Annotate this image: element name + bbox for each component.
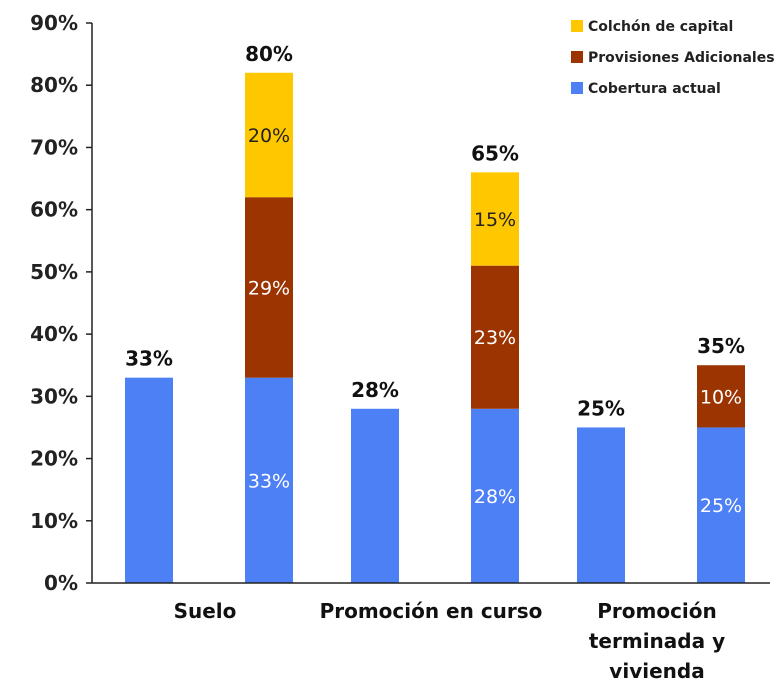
bar-total-label: 33% xyxy=(125,347,173,371)
legend-swatch xyxy=(571,20,583,32)
legend-item-provisiones: Provisiones Adicionales xyxy=(571,50,775,66)
bar-segment-colchon xyxy=(245,72,293,198)
bar-group xyxy=(125,72,745,583)
bar-segment-colchon xyxy=(471,172,519,266)
x-category-label: terminada y xyxy=(589,629,725,653)
segment-value-label: 29% xyxy=(248,277,290,299)
legend-swatch xyxy=(571,82,583,94)
data-label-group: 33% 33% 29% 20% 80% 28% 28% 23% 15% 65% 25% 25% 10% 3… xyxy=(125,42,745,517)
legend-item-cobertura: Cobertura actual xyxy=(571,81,721,97)
legend-label: Provisiones Adicionales xyxy=(588,50,775,66)
segment-value-label: 15% xyxy=(474,209,516,231)
y-tick-label: 30% xyxy=(30,384,78,408)
bar-total-label: 65% xyxy=(471,141,519,165)
y-tick-label: 20% xyxy=(30,447,78,471)
bar-segment-cobertura xyxy=(351,408,399,583)
segment-value-label: 23% xyxy=(474,327,516,349)
x-axis: Suelo Promoción en curso Promoción terminad… xyxy=(92,582,770,682)
segment-value-label: 10% xyxy=(700,386,742,408)
bar-total-label: 28% xyxy=(351,378,399,402)
segment-value-label: 20% xyxy=(248,125,290,147)
y-tick-label: 0% xyxy=(44,571,78,595)
segment-value-label: 25% xyxy=(700,495,742,517)
bar-segment-cobertura xyxy=(125,377,173,583)
segment-value-label: 28% xyxy=(474,486,516,508)
y-tick-label: 90% xyxy=(30,11,78,35)
x-category-label: vivienda xyxy=(609,659,704,682)
bar-segment-cobertura xyxy=(697,427,745,583)
y-axis: 0% 10% 20% 30% 40% 50% 60% 70% 80% 90% xyxy=(30,11,93,595)
y-tick-label: 70% xyxy=(30,135,78,159)
bar-total-label: 35% xyxy=(697,334,745,358)
y-tick-label: 40% xyxy=(30,322,78,346)
y-tick-label: 50% xyxy=(30,260,78,284)
y-tick-label: 10% xyxy=(30,509,78,533)
legend: Colchón de capital Provisiones Adicionale… xyxy=(571,19,775,97)
y-tick-label: 80% xyxy=(30,73,78,97)
bar-total-label: 25% xyxy=(577,396,625,420)
bar-segment-provisiones xyxy=(697,365,745,428)
x-category-label: Promoción xyxy=(597,599,717,623)
x-category-label: Promoción en curso xyxy=(320,599,543,623)
segment-value-label: 33% xyxy=(248,470,290,492)
bar-segment-cobertura xyxy=(471,408,519,583)
bar-segment-cobertura xyxy=(577,427,625,583)
legend-label: Colchón de capital xyxy=(588,19,733,35)
legend-item-colchon: Colchón de capital xyxy=(571,19,733,35)
bar-segment-provisiones xyxy=(471,265,519,409)
bar-segment-provisiones xyxy=(245,197,293,378)
x-category-label: Suelo xyxy=(174,599,237,623)
y-tick-label: 60% xyxy=(30,198,78,222)
bar-total-label: 80% xyxy=(245,42,293,66)
bar-segment-cobertura xyxy=(245,377,293,583)
legend-label: Cobertura actual xyxy=(588,81,721,97)
legend-swatch xyxy=(571,51,583,63)
